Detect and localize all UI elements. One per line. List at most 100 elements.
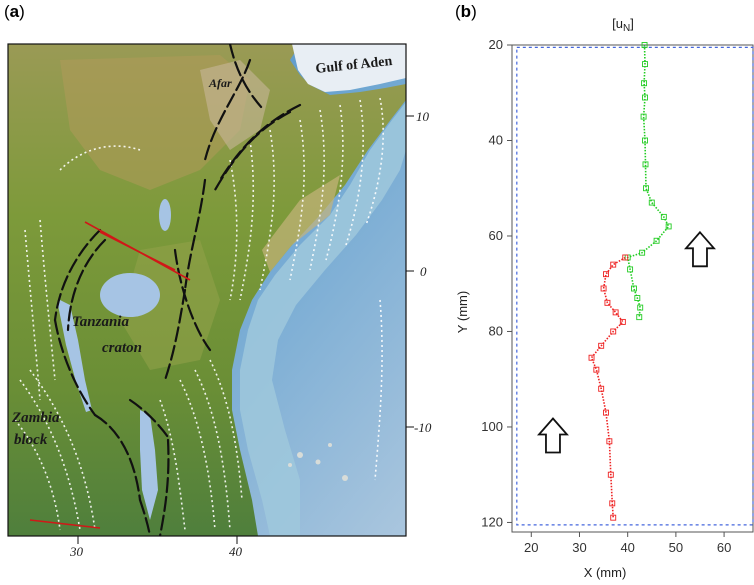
panel-b-letter: b bbox=[460, 2, 472, 21]
block-label: block bbox=[14, 432, 48, 448]
island bbox=[297, 452, 303, 458]
map-frame bbox=[7, 43, 407, 537]
craton-label: craton bbox=[102, 340, 142, 356]
data-point bbox=[603, 271, 609, 278]
data-point bbox=[636, 314, 643, 321]
data-point bbox=[619, 318, 626, 325]
data-point bbox=[641, 80, 648, 87]
y-tick-label: 40 bbox=[489, 132, 503, 147]
latitude-ticks bbox=[406, 115, 414, 428]
data-point bbox=[643, 185, 649, 192]
rift-faults bbox=[53, 44, 302, 536]
x-axis: 20 30 40 50 60 bbox=[524, 532, 731, 555]
y-tick-label: 60 bbox=[489, 228, 503, 243]
y-tick-label: 120 bbox=[481, 514, 503, 529]
data-point bbox=[639, 249, 646, 256]
x-tick-label: 30 bbox=[572, 540, 586, 555]
data-point bbox=[600, 285, 607, 292]
data-point bbox=[648, 199, 655, 206]
panel-b-close-paren: ) bbox=[471, 2, 477, 21]
lake-victoria bbox=[100, 273, 160, 317]
data-point bbox=[598, 385, 605, 392]
east-african-plateau bbox=[120, 240, 220, 370]
up-arrow-icon bbox=[536, 417, 569, 454]
afar-highlands bbox=[200, 60, 270, 150]
data-point bbox=[665, 223, 672, 230]
y-axis-label: Y (mm) bbox=[455, 291, 470, 333]
lat-tick-label: 0 bbox=[420, 264, 427, 279]
data-point bbox=[640, 113, 647, 120]
plot-title: [uN] bbox=[612, 16, 634, 34]
arrows bbox=[536, 230, 716, 454]
panel-a-label: (a) bbox=[4, 2, 25, 22]
lake-turkana bbox=[159, 199, 171, 231]
island bbox=[288, 463, 292, 467]
series-line-2 bbox=[590, 256, 626, 518]
y-tick-label: 80 bbox=[489, 323, 503, 338]
up-arrow-icon bbox=[683, 230, 716, 268]
data-point bbox=[627, 266, 634, 273]
domain-box-layer bbox=[516, 46, 754, 526]
domain-box bbox=[516, 46, 754, 526]
data-point bbox=[642, 94, 648, 101]
data-point bbox=[637, 304, 644, 311]
gulf-of-aden bbox=[292, 44, 406, 92]
coastal-lowland bbox=[262, 175, 340, 272]
lat-tick-label: -10 bbox=[414, 420, 432, 435]
tanzania-label: Tanzania bbox=[72, 314, 129, 330]
x-tick-label: 50 bbox=[669, 540, 683, 555]
x-axis-label: X (mm) bbox=[584, 565, 627, 580]
lake-tanganyika bbox=[58, 300, 92, 412]
data-point bbox=[588, 354, 595, 361]
y-tick-label: 100 bbox=[481, 419, 503, 434]
plot-frame bbox=[511, 44, 754, 533]
lake-malawi bbox=[140, 410, 158, 520]
panel-a-letter: a bbox=[9, 2, 20, 21]
data-point bbox=[660, 213, 667, 220]
x-tick-label: 20 bbox=[524, 540, 538, 555]
y-tick-label: 20 bbox=[489, 37, 503, 52]
data-point bbox=[603, 409, 609, 416]
island bbox=[315, 459, 321, 465]
afar-label: Afar bbox=[208, 76, 232, 90]
data-point bbox=[593, 366, 600, 373]
panel-a-open-paren: ( bbox=[4, 2, 10, 21]
series-line-1 bbox=[626, 44, 670, 318]
y-axis: 20 40 60 80 100 120 bbox=[481, 37, 512, 529]
island bbox=[328, 443, 332, 447]
panel-b-open-paren: ( bbox=[455, 2, 461, 21]
ethiopian-highlands bbox=[60, 55, 250, 190]
continental-shelf bbox=[240, 102, 406, 536]
dotted-flow-lines bbox=[14, 97, 384, 531]
x-tick-label: 40 bbox=[620, 540, 634, 555]
data-series bbox=[588, 42, 672, 521]
data-point bbox=[642, 61, 648, 68]
red-faults bbox=[29, 221, 191, 529]
data-point bbox=[653, 237, 660, 244]
longitude-ticks bbox=[77, 536, 238, 544]
zambia-label: Zambia bbox=[11, 410, 60, 426]
data-point bbox=[609, 500, 616, 507]
lat-tick-label: 10 bbox=[416, 109, 430, 124]
data-point bbox=[606, 438, 613, 445]
data-point bbox=[604, 299, 611, 306]
data-point bbox=[610, 261, 617, 268]
data-point bbox=[641, 42, 648, 48]
data-point bbox=[612, 309, 619, 316]
panel-b-label: (b) bbox=[455, 2, 477, 22]
panel-a-close-paren: ) bbox=[19, 2, 25, 21]
data-point bbox=[610, 328, 617, 335]
data-point bbox=[610, 514, 617, 521]
data-point bbox=[598, 342, 605, 349]
lon-tick-label: 30 bbox=[69, 544, 84, 559]
data-point bbox=[642, 137, 648, 144]
island bbox=[342, 475, 348, 481]
x-tick-label: 60 bbox=[717, 540, 731, 555]
data-point bbox=[607, 471, 614, 478]
data-point bbox=[634, 295, 641, 301]
data-point bbox=[622, 254, 629, 261]
lon-tick-label: 40 bbox=[229, 544, 243, 559]
data-point bbox=[642, 161, 649, 168]
